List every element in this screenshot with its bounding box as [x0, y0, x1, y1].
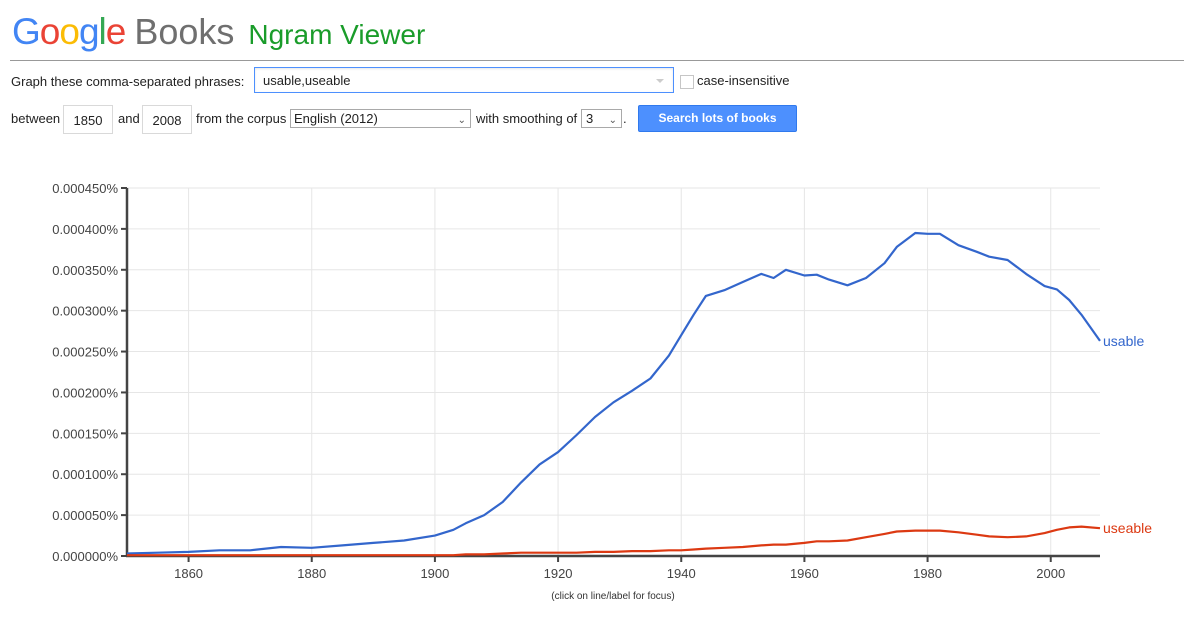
x-tick-label: 1940 [667, 566, 696, 581]
series-labels[interactable]: usable useable [1103, 333, 1152, 536]
case-insensitive-label: case-insensitive [697, 73, 790, 88]
series-label-useable[interactable]: useable [1103, 520, 1152, 536]
search-button[interactable]: Search lots of books [638, 105, 797, 132]
chevron-down-icon: ⌄ [457, 115, 466, 126]
x-tick-label: 2000 [1036, 566, 1065, 581]
y-tick-label: 0.000300% [52, 304, 118, 319]
product-title: Ngram Viewer [248, 19, 426, 50]
x-tick-label: 1980 [913, 566, 942, 581]
phrases-input[interactable]: usable,useable [254, 67, 674, 93]
x-tick-label: 1860 [174, 566, 203, 581]
corpus-label: from the corpus [196, 111, 287, 126]
x-tick-label: 1920 [544, 566, 573, 581]
y-tick-label: 0.000250% [52, 345, 118, 360]
chevron-down-icon: ⌄ [608, 115, 617, 126]
google-logo[interactable]: Google [12, 11, 126, 52]
smoothing-select[interactable]: 3 ⌄ [581, 109, 622, 128]
y-tick-label: 0.000150% [52, 426, 118, 441]
x-tick-label: 1960 [790, 566, 819, 581]
x-tick-label: 1880 [297, 566, 326, 581]
smoothing-value: 3 [586, 111, 594, 126]
y-tick-label: 0.000100% [52, 467, 118, 482]
series-label-usable[interactable]: usable [1103, 333, 1144, 349]
series-line-usable[interactable] [126, 231, 1101, 555]
header: Google Books Ngram Viewer [12, 8, 425, 60]
smoothing-label: with smoothing of [476, 111, 578, 126]
between-label: between [11, 111, 61, 126]
case-insensitive-checkbox[interactable] [680, 75, 694, 89]
end-year-input[interactable]: 2008 [142, 105, 192, 134]
y-axis: 0.000000% 0.000050% 0.000100% 0.000150% 0.00… [52, 181, 129, 564]
corpus-select[interactable]: English (2012) ⌄ [290, 109, 471, 128]
y-tick-label: 0.000450% [52, 181, 118, 196]
y-tick-label: 0.000050% [52, 508, 118, 523]
x-axis: 1860 1880 1900 1920 1940 1960 1980 2000 [126, 554, 1100, 581]
y-tick-label: 0.000200% [52, 385, 118, 400]
phrases-dropdown-arrow-icon[interactable] [656, 79, 664, 83]
chart-footnote: (click on line/label for focus) [551, 591, 675, 602]
series-line-useable[interactable] [127, 525, 1101, 557]
period: . [623, 111, 627, 126]
books-logo[interactable]: Books [134, 11, 235, 52]
start-year-input[interactable]: 1850 [63, 105, 113, 134]
corpus-value: English (2012) [294, 111, 378, 126]
and-label: and [118, 111, 140, 126]
x-tick-label: 1900 [420, 566, 449, 581]
y-tick-label: 0.000400% [52, 222, 118, 237]
phrases-label: Graph these comma-separated phrases: [11, 73, 245, 89]
y-tick-label: 0.000350% [52, 263, 118, 278]
chart-lines[interactable] [126, 231, 1101, 557]
header-divider [10, 60, 1184, 61]
y-tick-label: 0.000000% [52, 549, 118, 564]
